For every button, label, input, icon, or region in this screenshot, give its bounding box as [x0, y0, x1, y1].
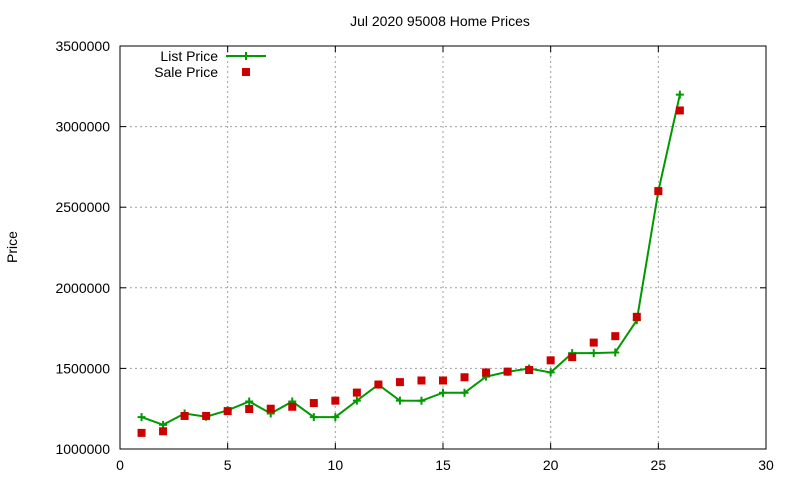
list-price-point	[439, 388, 447, 397]
sale-price-point	[137, 428, 146, 437]
grid	[120, 46, 766, 449]
sale-price-point	[503, 367, 512, 376]
legend-marker-list-price	[242, 52, 250, 60]
sale-price-point	[417, 376, 426, 385]
x-tick-label: 20	[543, 457, 559, 473]
x-tick-label: 25	[651, 457, 667, 473]
chart-title: Jul 2020 95008 Home Prices	[350, 13, 530, 29]
data-series	[137, 90, 684, 437]
sale-price-point	[482, 368, 491, 377]
y-tick-label: 3000000	[55, 119, 110, 135]
sale-price-point	[223, 407, 232, 416]
list-price-point	[331, 413, 340, 422]
x-tick-label: 5	[224, 457, 232, 473]
sale-price-point	[159, 427, 168, 436]
sale-price-point	[589, 338, 598, 347]
list-price-point	[352, 396, 361, 405]
list-price-line	[141, 94, 681, 426]
sale-price-point	[675, 106, 684, 115]
axes: 0 5 10 15 20 25 30 1000000 1500000 2000000 2500000…	[55, 38, 774, 473]
legend-label-sale-price: Sale Price	[154, 64, 218, 80]
list-price-point	[245, 397, 254, 406]
sale-price-point	[180, 411, 189, 420]
sale-price-point	[568, 353, 577, 362]
x-tick-label: 15	[435, 457, 451, 473]
sale-price-point	[352, 388, 361, 397]
list-price-point	[395, 396, 404, 405]
sale-price-point	[546, 356, 555, 365]
list-price-point	[675, 90, 684, 99]
sale-price-point	[525, 366, 534, 375]
sale-price-point	[632, 312, 641, 321]
list-price-point	[417, 396, 426, 405]
list-price-point	[309, 413, 318, 422]
x-tick-label: 0	[116, 457, 124, 473]
sale-price-point	[395, 378, 404, 387]
y-axis-label: Price	[4, 231, 20, 263]
x-tick-label: 30	[758, 457, 774, 473]
y-tick-label: 1000000	[55, 441, 110, 457]
sale-price-point	[439, 376, 447, 385]
x-tick-label: 10	[328, 457, 344, 473]
y-tick-label: 1500000	[55, 360, 110, 376]
list-price-point	[589, 349, 598, 358]
sale-price-point	[611, 332, 620, 341]
sale-price-point	[374, 380, 383, 389]
sale-price-point	[266, 404, 275, 413]
y-tick-label: 2500000	[55, 199, 110, 215]
sale-price-point	[202, 411, 211, 420]
list-price-point	[611, 348, 620, 357]
y-tick-label: 3500000	[55, 38, 110, 54]
list-price-point	[137, 413, 146, 422]
list-price-point	[546, 368, 555, 377]
sale-price-point	[288, 402, 297, 411]
sale-price-point	[245, 405, 254, 414]
y-tick-label: 2000000	[55, 280, 110, 296]
sale-price-point	[460, 373, 469, 382]
sale-price-point	[309, 399, 318, 408]
sale-price-point	[654, 187, 663, 196]
list-price-point	[460, 388, 469, 397]
sale-price-point	[331, 396, 340, 405]
legend-marker-sale-price	[242, 68, 250, 76]
legend-label-list-price: List Price	[160, 48, 218, 64]
